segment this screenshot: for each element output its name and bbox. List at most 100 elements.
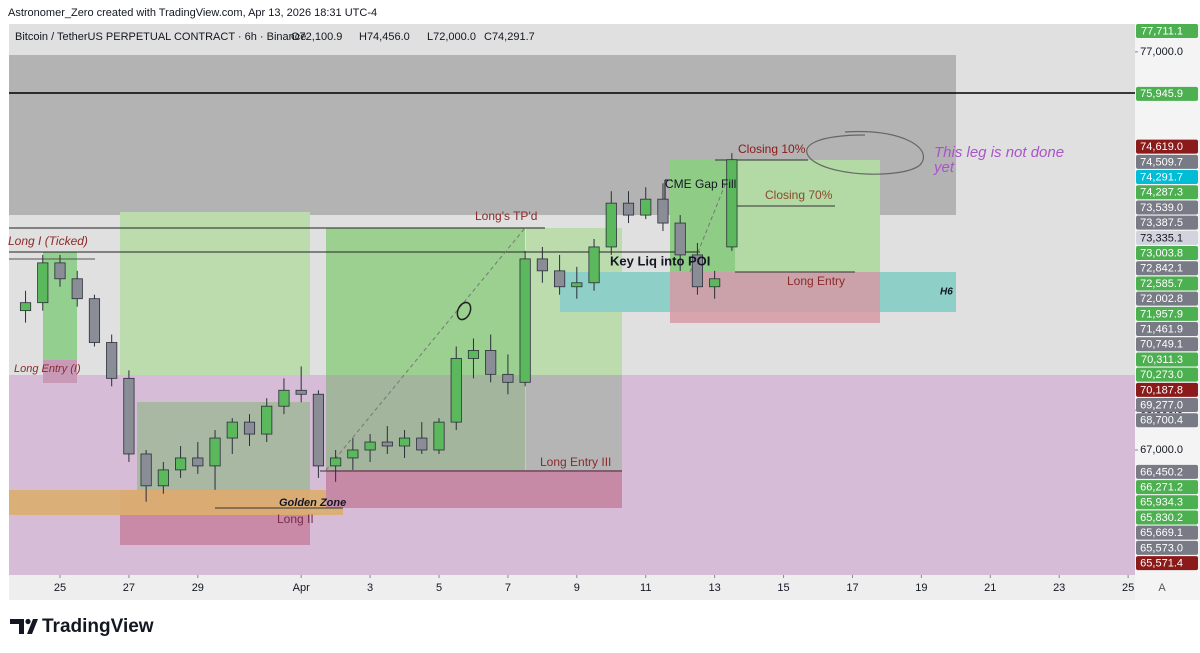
price-marker [1136, 139, 1198, 154]
candle-body [209, 437, 221, 467]
candle-body [657, 198, 669, 224]
price-marker-label: 70,273.0 [1140, 369, 1183, 381]
candle-body [88, 298, 101, 343]
x-tick-label: 11 [640, 582, 651, 594]
ohlc-legend: H74,456.0 [359, 31, 410, 43]
price-marker-label: 65,830.2 [1140, 512, 1183, 524]
candle-body [554, 270, 566, 288]
candle-body [433, 421, 445, 451]
y-tick-label: 67,000.0 [1140, 444, 1183, 456]
annotation: Golden Zone [279, 497, 346, 509]
candles [19, 153, 738, 502]
candle-body [398, 437, 411, 447]
x-tick-label: 17 [846, 582, 858, 594]
price-marker [1136, 367, 1198, 382]
candle-body [588, 246, 600, 284]
price-marker [1136, 215, 1198, 230]
candle-body [226, 421, 238, 439]
x-tick-label: 3 [367, 582, 373, 594]
candle-body [295, 389, 307, 395]
annotation: Key Liq into POI [610, 253, 710, 268]
price-marker [1136, 154, 1198, 169]
price-marker [1136, 170, 1198, 185]
candle-body [536, 258, 548, 272]
candle-body [709, 278, 721, 288]
candle-body [622, 202, 635, 216]
candle-body [640, 198, 652, 216]
ohlc-legend: L72,000.0 [427, 31, 476, 43]
annotation: Long II [277, 512, 314, 526]
price-marker-label: 77,711.1 [1141, 25, 1183, 37]
candle-body [571, 282, 583, 288]
candle-body [330, 457, 342, 467]
hand-drawn-circle [456, 301, 472, 321]
price-marker-label: 69,277.0 [1140, 399, 1183, 411]
price-marker-label: 74,509.7 [1140, 156, 1183, 168]
price-marker-label: 74,291.7 [1140, 171, 1183, 183]
long-2-target [120, 212, 310, 375]
candle-body [37, 262, 49, 304]
price-marker [1136, 413, 1198, 428]
price-marker [1136, 525, 1198, 540]
candle-body [467, 350, 480, 359]
time-axis [9, 575, 1135, 600]
annotation: CME Gap Fill [665, 177, 736, 191]
x-tick-label: 15 [777, 582, 789, 594]
candle-body [674, 222, 686, 256]
x-tick-label: 13 [709, 582, 721, 594]
annotation: Closing 70% [765, 188, 833, 202]
price-marker-label: 65,669.1 [1140, 527, 1183, 539]
candle-body [519, 258, 531, 383]
x-tick-label: 23 [1053, 582, 1065, 594]
candle-body [261, 405, 273, 435]
candle-body [157, 469, 169, 487]
price-marker-label: 70,749.1 [1140, 339, 1183, 351]
price-marker-label: 68,700.4 [1140, 415, 1183, 427]
annotation: Closing 10% [738, 142, 806, 156]
price-marker [1136, 276, 1198, 291]
x-tick-label: 27 [123, 582, 135, 594]
long-target-ext [735, 160, 880, 272]
candle-body [140, 453, 152, 487]
annotation: Long Entry [787, 274, 845, 288]
price-marker-label: 73,387.5 [1140, 217, 1183, 229]
price-marker [1136, 556, 1198, 571]
price-marker [1136, 261, 1198, 276]
auto-scale-button[interactable]: A [1158, 582, 1166, 594]
hand-drawn-circle [806, 130, 924, 175]
price-marker [1136, 464, 1198, 479]
annotation: This leg is not done [934, 144, 1064, 161]
candle-body [123, 377, 135, 455]
price-marker [1136, 185, 1198, 200]
long-3-range-ext [526, 375, 622, 470]
annotation: H6 [940, 287, 953, 298]
candle-body [605, 202, 617, 248]
x-tick-label: 21 [984, 582, 996, 594]
price-marker-label: 66,271.2 [1140, 481, 1183, 493]
price-marker-label: 75,945.9 [1140, 88, 1183, 100]
x-tick-label: Apr [293, 582, 310, 594]
axes: 25 27 29 Apr 3 5 7 9 11 13 15 17 19 21 23 25 77,000.0 68,… [54, 24, 1198, 594]
annotation: Long's TP'd [475, 209, 537, 223]
price-marker-label: 73,335.1 [1140, 232, 1183, 244]
annotation: Long Entry III [540, 455, 611, 469]
price-marker-label: 74,619.0 [1140, 141, 1183, 153]
candle-body [71, 278, 83, 300]
price-marker [1136, 230, 1198, 245]
price-marker-label: 70,187.8 [1140, 384, 1183, 396]
candle-body [278, 389, 290, 407]
credit: Astronomer_Zero created with TradingView… [8, 7, 377, 19]
candle-body [450, 358, 462, 423]
annotation: Long Entry (I) [14, 363, 81, 375]
candle-body [485, 350, 497, 375]
price-marker-label: 72,002.8 [1140, 293, 1183, 305]
brand-logo [10, 618, 38, 634]
price-marker [1136, 200, 1198, 215]
annotation: Long I (Ticked) [8, 234, 88, 248]
price-marker [1136, 246, 1198, 261]
annotation: yet [933, 159, 955, 176]
price-marker-label: 72,842.1 [1140, 263, 1183, 275]
candle-body [502, 373, 514, 383]
candle-body [106, 342, 118, 379]
